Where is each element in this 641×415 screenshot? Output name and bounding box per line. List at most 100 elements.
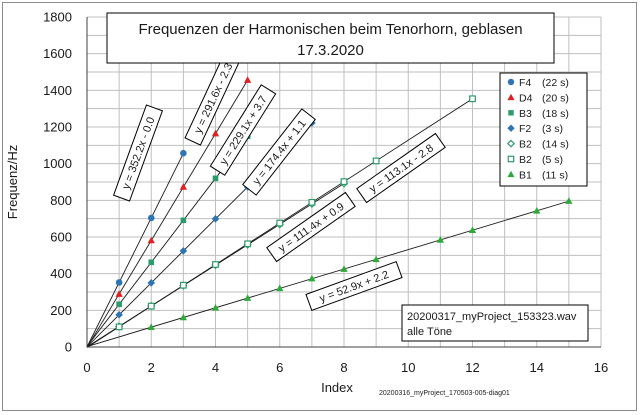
legend-series-duration: (18 s) (542, 108, 569, 120)
data-point-f4 (115, 279, 123, 286)
axes: 0 2 4 6 8 10 12 14 16 0 200 400 600 800 1000 1200 1400 16… (43, 10, 608, 376)
data-point-b1 (211, 303, 220, 311)
legend-series-duration: (20 s) (542, 92, 569, 104)
x-tick-label: 4 (212, 360, 219, 375)
data-point-b2 (308, 198, 316, 206)
data-point-b2 (212, 261, 219, 268)
x-axis-title: Index (321, 380, 353, 395)
trend-line-b1 (86, 200, 570, 348)
footer-id: 20200316_myProject_170503-005-diag01 (379, 390, 510, 397)
data-point-b1 (340, 265, 348, 272)
note-filename: 20200317_myProject_153323.wav (407, 311, 577, 323)
data-point-b2 (244, 240, 252, 248)
legend-series-duration: (22 s) (542, 77, 569, 89)
x-tick-label: 14 (530, 360, 544, 375)
x-tick-label: 2 (148, 360, 155, 375)
y-tick-label: 600 (50, 230, 72, 245)
data-point-d4 (115, 290, 123, 297)
data-point-b2 (276, 219, 284, 227)
data-point-b2 (372, 157, 380, 165)
equation-text: y = 229.1x + 3.7 (218, 94, 270, 167)
data-point-b2 (340, 178, 348, 186)
title-box: Frequenzen der Harmonischen beim Tenorho… (106, 12, 555, 64)
legend-marker (507, 170, 515, 178)
data-point-b2 (115, 323, 123, 331)
y-tick-label: 1200 (43, 120, 72, 135)
legend-marker (507, 155, 515, 163)
data-point-b3 (212, 175, 219, 182)
y-tick-label: 1800 (43, 10, 72, 25)
data-point-d4 (147, 236, 155, 244)
legend-series-name: D4 (519, 92, 533, 104)
data-point-b3 (180, 217, 187, 224)
data-point-b1 (179, 313, 188, 321)
data-point-b1 (533, 206, 541, 214)
data-point-b1 (565, 197, 573, 204)
data-point-b2 (469, 95, 476, 103)
data-point-b1 (468, 226, 477, 234)
legend-series-name: B1 (519, 169, 532, 181)
x-tick-label: 10 (401, 360, 415, 375)
legend-marker (507, 78, 515, 86)
legend-series-duration: (3 s) (542, 123, 563, 135)
data-point-f2 (179, 247, 188, 255)
trend-line-d4 (86, 79, 249, 348)
equation-box (112, 104, 164, 202)
y-tick-label: 200 (50, 303, 72, 318)
legend-series-duration: (5 s) (542, 154, 563, 166)
note-description: alle Töne (407, 326, 452, 338)
data-point-b1 (372, 255, 380, 263)
legend-series-duration: (11 s) (542, 169, 568, 181)
data-point-f2 (147, 279, 156, 287)
chart-frame (2, 2, 637, 411)
equation-box (356, 132, 446, 204)
data-point-f2 (211, 215, 220, 223)
x-tick-label: 12 (465, 360, 479, 375)
legend-marker (506, 139, 516, 148)
data-point-b1 (308, 274, 316, 282)
data-point-b3 (148, 259, 155, 266)
data-point-f4 (180, 149, 187, 157)
equation-box (209, 84, 277, 176)
chart-subtitle: 17.3.2020 (297, 42, 364, 59)
legend-marker (507, 124, 515, 132)
data-point-f4 (147, 214, 155, 222)
x-tick-label: 8 (340, 360, 347, 375)
legend: F4 (22 s) D4 (20 s) B3 (18 s) F2 (3 s) B2 (14 s) B… (499, 72, 588, 187)
legend-series-name: B3 (519, 108, 532, 120)
legend-series-duration: (14 s) (542, 139, 569, 151)
data-point-b2 (147, 302, 155, 310)
y-tick-label: 400 (50, 266, 72, 281)
note-box: 20200317_myProject_153323.wav alle Töne (401, 304, 589, 342)
legend-series-name: B2 (519, 154, 532, 166)
data-point-b1 (147, 323, 155, 331)
y-tick-label: 1600 (43, 46, 72, 61)
equation-label: y = 352.2x - 0.0 (112, 104, 164, 202)
data-point-b1 (276, 284, 284, 292)
equation-box (242, 108, 316, 196)
y-tick-label: 800 (50, 193, 72, 208)
data-point-b1 (243, 294, 252, 301)
trend-line-f4 (86, 153, 184, 348)
equation-label: y = 52.9x + 2.2 (305, 260, 403, 312)
data-point-b3 (116, 301, 122, 308)
data-point-d4 (211, 129, 220, 137)
x-tick-label: 16 (594, 360, 608, 375)
x-tick-label: 0 (83, 360, 90, 375)
equation-text: y = 113.1x - 2.8 (367, 142, 436, 195)
legend-marker (507, 93, 515, 101)
legend-marker (508, 110, 514, 116)
y-axis-title: Frequenz/Hz (5, 145, 20, 219)
y-tick-label: 1400 (43, 83, 72, 98)
y-tick-label: 1000 (43, 156, 72, 171)
data-point-b2 (179, 281, 187, 289)
legend-series-name: B2 (519, 139, 532, 151)
data-markers (114, 76, 573, 331)
data-point-f2 (115, 310, 123, 319)
x-tick-label: 6 (276, 360, 283, 375)
equation-box (266, 191, 356, 263)
legend-series-name: F4 (519, 77, 531, 89)
chart-title: Frequenzen der Harmonischen beim Tenorho… (138, 21, 522, 38)
equation-label: y = 113.1x - 2.8 (356, 132, 446, 204)
